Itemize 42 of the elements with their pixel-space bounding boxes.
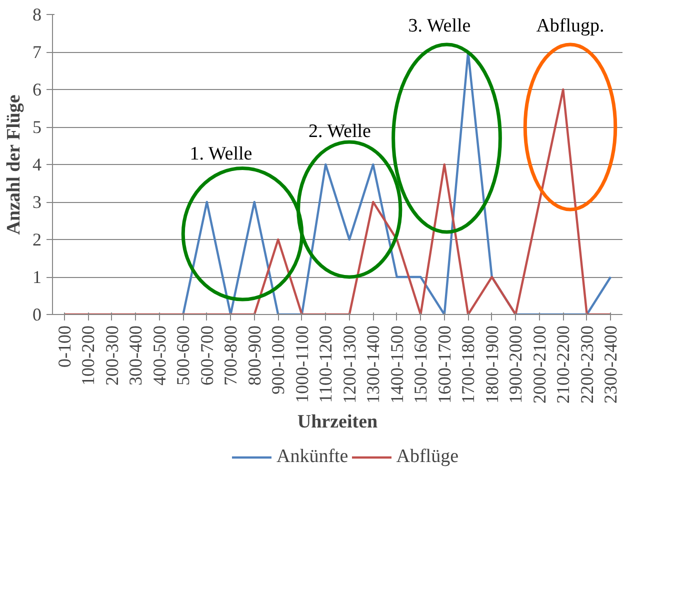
- y-tick-label: 4: [32, 154, 42, 174]
- legend-label: Abflüge: [396, 446, 459, 468]
- x-tick-label: 2000-2100: [529, 325, 550, 404]
- y-tick-label: 1: [32, 267, 42, 287]
- y-axis-title: Anzahl der Flüge: [4, 94, 24, 235]
- x-tick-label: 1100-1200: [316, 326, 336, 403]
- annotation: 2. Welle: [308, 121, 371, 142]
- x-tick-label: 1400-1500: [386, 325, 407, 404]
- x-axis-title: Uhrzeiten: [297, 411, 378, 432]
- line-series: [63, 88, 612, 314]
- x-tick-label: 1300-1400: [363, 325, 384, 404]
- x-tick-label: 1200-1300: [339, 325, 360, 404]
- y-tick-label: 0: [32, 304, 42, 324]
- x-tick-label: 2300-2400: [600, 325, 621, 404]
- x-tick-label: 1900-2000: [506, 325, 526, 404]
- annotation: Abflugp.: [536, 15, 604, 36]
- y-tick-label: 2: [32, 230, 42, 250]
- x-tick-label: 1700-1800: [458, 325, 478, 404]
- x-tick-label: 900-1000: [268, 325, 288, 394]
- y-tick-label: 8: [32, 4, 42, 24]
- x-tick-label: 500-600: [173, 325, 194, 386]
- x-tick-label: 700-800: [220, 325, 241, 386]
- y-tick-label: 5: [32, 117, 42, 137]
- x-tick-label: 1500-1600: [410, 325, 431, 404]
- annotation: 1. Welle: [190, 144, 252, 164]
- x-tick-label: 1600-1700: [434, 325, 454, 404]
- x-tick-label: 2100-2200: [553, 325, 574, 404]
- x-tick-label: 400-500: [149, 325, 170, 386]
- x-tick-label: 100-200: [78, 325, 98, 386]
- y-tick-label: 3: [32, 192, 42, 212]
- x-tick-label: 300-400: [126, 325, 146, 386]
- x-tick-label: 200-300: [102, 325, 122, 386]
- x-tick-label: 0-100: [54, 325, 74, 368]
- legend-label: Ankünfte: [276, 446, 348, 468]
- y-tick-label: 7: [32, 42, 42, 62]
- x-tick-label: 800-900: [244, 325, 264, 386]
- x-tick-label: 1000-1100: [292, 326, 312, 403]
- y-tick-label: 6: [32, 80, 42, 100]
- x-tick-label: 1800-1900: [482, 325, 502, 404]
- annotation: 3. Welle: [408, 15, 471, 36]
- x-tick-label: 2200-2300: [576, 325, 597, 404]
- x-tick-label: 600-700: [196, 325, 217, 386]
